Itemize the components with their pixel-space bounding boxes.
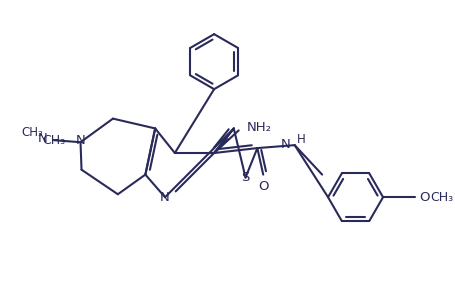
Text: N: N	[37, 132, 47, 145]
Text: CH₃: CH₃	[21, 126, 43, 139]
Text: CH₃: CH₃	[429, 191, 452, 204]
Text: N: N	[76, 134, 85, 147]
Text: CH₃: CH₃	[42, 134, 66, 147]
Text: N: N	[280, 138, 290, 151]
Text: O: O	[258, 180, 268, 192]
Text: N: N	[160, 191, 170, 204]
Text: H: H	[296, 133, 305, 146]
Text: S: S	[241, 171, 249, 184]
Text: O: O	[419, 191, 429, 204]
Text: NH₂: NH₂	[246, 121, 271, 134]
